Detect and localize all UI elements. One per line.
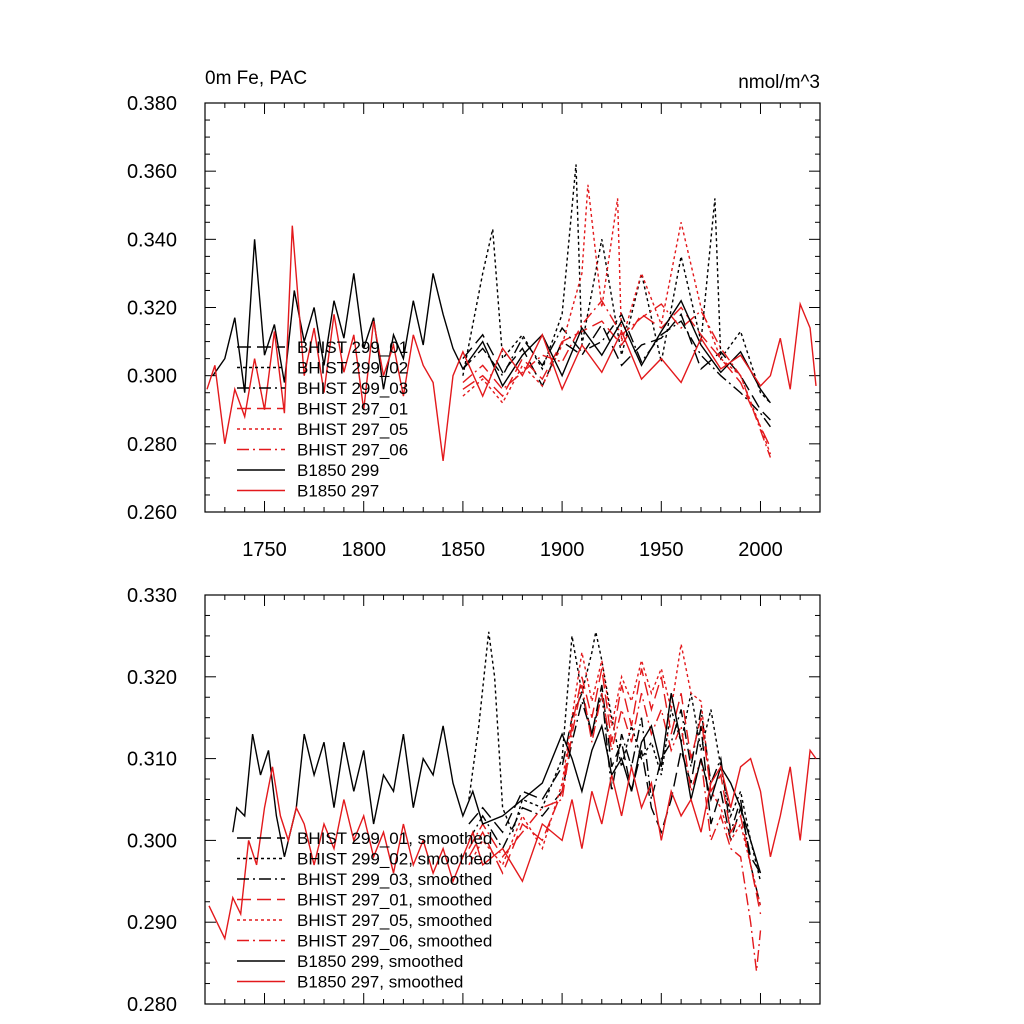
series-line bbox=[468, 668, 762, 915]
y-tick-label: 0.280 bbox=[127, 994, 177, 1016]
x-tick-label: 1800 bbox=[341, 539, 386, 561]
y-tick-label: 0.290 bbox=[127, 912, 177, 934]
series-line bbox=[212, 239, 771, 404]
x-tick-label: 1900 bbox=[540, 539, 585, 561]
y-tick-label: 0.320 bbox=[127, 667, 177, 689]
y-tick-label: 0.360 bbox=[127, 161, 177, 183]
series-line bbox=[462, 312, 771, 421]
legend-label: BHIST 297_06, smoothed bbox=[297, 932, 492, 951]
legend-label: B1850 299, smoothed bbox=[297, 952, 463, 971]
series-line bbox=[462, 306, 772, 448]
legend-label: B1850 299 bbox=[297, 461, 379, 480]
series-line bbox=[206, 225, 817, 461]
axis-ticks-bottom bbox=[204, 594, 821, 1005]
y-tick-label: 0.280 bbox=[127, 434, 177, 456]
y-tick-labels-bottom: 0.280 0.290 0.300 0.310 0.320 0.330 bbox=[127, 585, 177, 1016]
legend-label: BHIST 299_03 bbox=[297, 379, 408, 398]
x-tick-labels-top: 1750 1800 1850 1900 1950 2000 bbox=[242, 539, 782, 561]
series-line bbox=[468, 643, 762, 906]
series-line bbox=[462, 184, 772, 455]
series-line bbox=[462, 312, 771, 428]
units-label: nmol/m^3 bbox=[738, 72, 820, 93]
legend-label: BHIST 297_01, smoothed bbox=[297, 891, 492, 910]
series-line bbox=[468, 684, 762, 874]
panel-title: 0m Fe, PAC bbox=[205, 68, 307, 89]
legend-label: BHIST 299_01, smoothed bbox=[297, 829, 492, 848]
legend-label: B1850 297, smoothed bbox=[297, 973, 463, 992]
panel-top: 0m Fe, PAC nmol/m^3 0.260 0.280 0.300 0.320… bbox=[127, 68, 821, 561]
panel-bottom: 0.280 0.290 0.300 0.310 0.320 0.330 BHIST 299… bbox=[127, 585, 821, 1016]
series-line bbox=[468, 684, 762, 972]
y-tick-label: 0.260 bbox=[127, 502, 177, 524]
legend-label: BHIST 299_03, smoothed bbox=[297, 870, 492, 889]
y-tick-label: 0.340 bbox=[127, 229, 177, 251]
legend-label: BHIST 297_06 bbox=[297, 441, 408, 460]
x-tick-label: 1850 bbox=[441, 539, 486, 561]
y-tick-labels-top: 0.260 0.280 0.300 0.320 0.340 0.360 0.380 bbox=[127, 93, 177, 524]
y-tick-label: 0.300 bbox=[127, 366, 177, 388]
y-tick-label: 0.320 bbox=[127, 298, 177, 320]
legend-label: BHIST 297_05, smoothed bbox=[297, 911, 492, 930]
legend-label: BHIST 297_05 bbox=[297, 420, 408, 439]
y-tick-label: 0.330 bbox=[127, 585, 177, 607]
legend-label: BHIST 299_02 bbox=[297, 359, 408, 378]
legend-label: BHIST 299_01 bbox=[297, 338, 408, 357]
x-tick-label: 2000 bbox=[738, 539, 783, 561]
series-group-top bbox=[206, 164, 817, 461]
legend-bottom: BHIST 299_01, smoothed BHIST 299_02, smoo… bbox=[237, 829, 492, 992]
series-line bbox=[232, 693, 762, 874]
legend-label: BHIST 297_01 bbox=[297, 400, 408, 419]
series-line bbox=[468, 631, 762, 882]
x-tick-label: 1950 bbox=[639, 539, 684, 561]
y-tick-label: 0.380 bbox=[127, 93, 177, 115]
y-tick-label: 0.310 bbox=[127, 749, 177, 771]
y-tick-label: 0.300 bbox=[127, 830, 177, 852]
legend-label: B1850 297 bbox=[297, 482, 379, 501]
series-group-bottom bbox=[208, 631, 817, 972]
x-tick-label: 1750 bbox=[242, 539, 287, 561]
legend-label: BHIST 299_02, smoothed bbox=[297, 850, 492, 869]
series-line bbox=[462, 299, 772, 458]
series-line bbox=[208, 748, 817, 941]
series-line bbox=[468, 693, 762, 906]
axis-ticks-top bbox=[204, 102, 821, 513]
series-line bbox=[462, 164, 771, 404]
